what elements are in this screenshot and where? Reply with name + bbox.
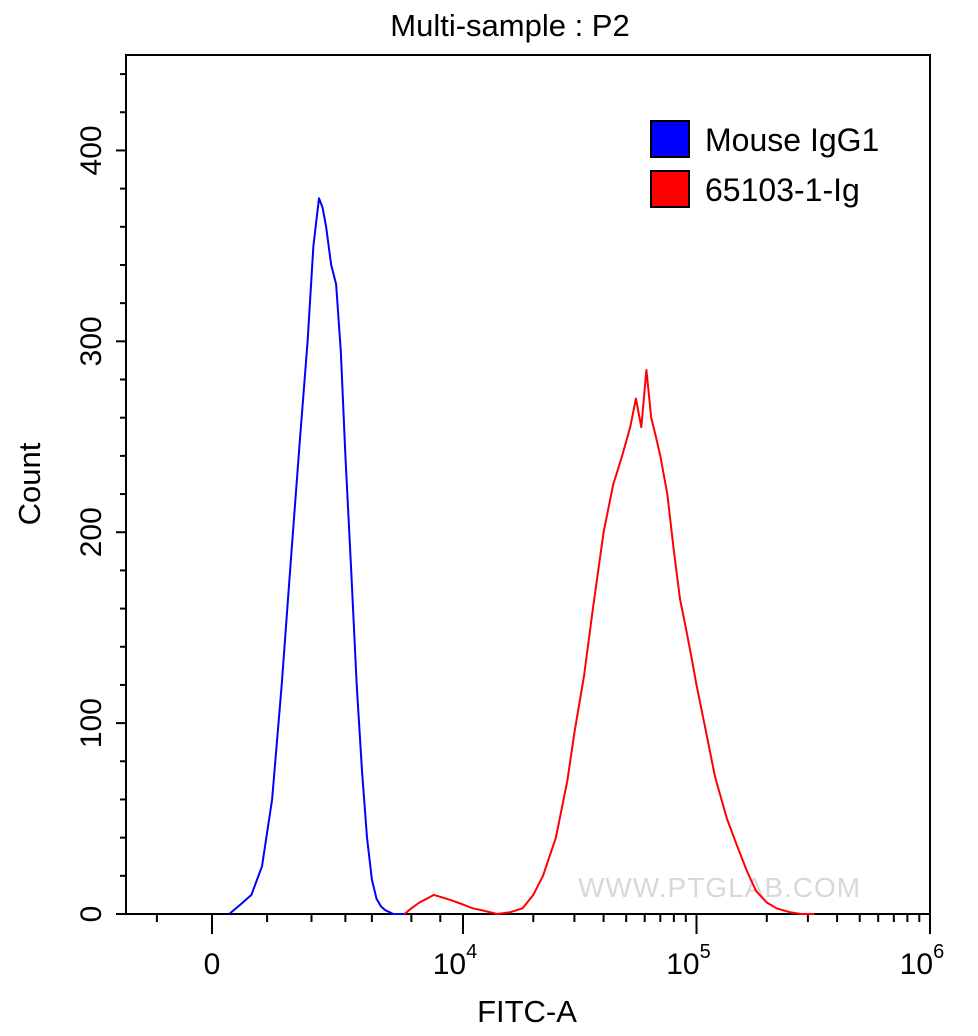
x-tick-exponent: 4 xyxy=(466,941,477,963)
x-tick-exponent: 5 xyxy=(700,941,711,963)
x-tick-label: 0 xyxy=(204,948,221,981)
watermark: WWW.PTGLAB.COM xyxy=(578,872,861,903)
x-axis-label: FITC-A xyxy=(477,994,577,1029)
series-layer xyxy=(228,197,815,915)
legend-label-2: 65103-1-Ig xyxy=(705,172,860,208)
x-tick-label: 105 xyxy=(666,941,711,981)
x-tick-base: 10 xyxy=(900,948,933,981)
y-axis-label: Count xyxy=(12,442,47,525)
plot-frame xyxy=(125,54,931,915)
chart-title: Multi-sample : P2 xyxy=(390,8,629,43)
y-tick-label: 100 xyxy=(75,698,108,748)
x-tick-label: 104 xyxy=(433,941,478,981)
y-tick-label: 300 xyxy=(75,316,108,366)
y-axis: 0 100 200 300 400 xyxy=(75,73,126,923)
legend-swatch-1 xyxy=(650,120,690,158)
x-tick-label: 106 xyxy=(900,941,945,981)
x-tick-base: 10 xyxy=(433,948,466,981)
x-tick-exponent: 6 xyxy=(933,941,944,963)
legend-swatch-2 xyxy=(650,170,690,208)
legend-label-1: Mouse IgG1 xyxy=(705,122,879,158)
series-line-1 xyxy=(228,197,405,915)
y-tick-label: 0 xyxy=(75,906,108,923)
legend: Mouse IgG1 65103-1-Ig xyxy=(650,120,879,208)
x-tick-base: 10 xyxy=(666,948,699,981)
y-tick-label: 200 xyxy=(75,507,108,557)
x-axis: 0 104 105 106 xyxy=(155,914,945,981)
series-line-2 xyxy=(403,369,815,915)
y-tick-label: 400 xyxy=(75,125,108,175)
x-tick-base: 0 xyxy=(204,948,221,981)
